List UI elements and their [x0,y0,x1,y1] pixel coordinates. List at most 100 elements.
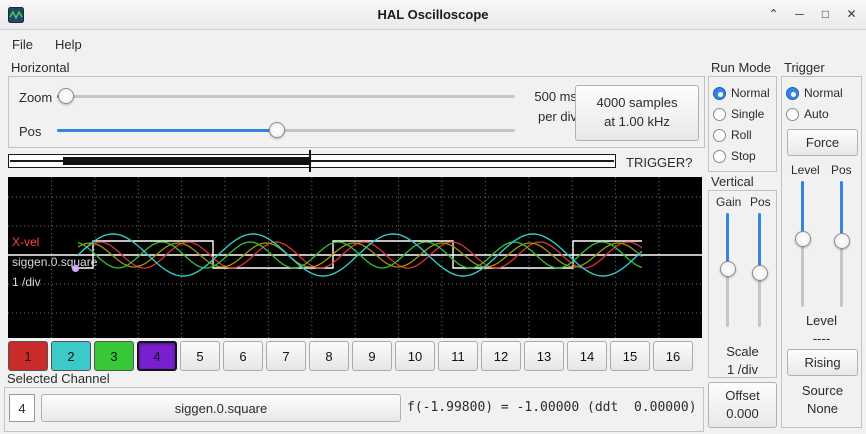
trigger-pos-label: Pos [831,163,852,177]
selected-channel-group: Selected Channel 4 siggen.0.square f(-1.… [4,371,704,432]
trigger-pos-slider-handle[interactable] [834,233,850,250]
trigger-pos-slider[interactable] [833,181,851,307]
samples-line2: at 1.00 kHz [604,114,670,129]
scope-selected-label: siggen.0.square [12,255,98,269]
scale-label: Scale [726,344,759,359]
trigger-level-caption: Level [805,313,838,328]
pos-slider[interactable] [57,121,515,139]
trigger-level-slider-fill [801,181,804,239]
maximize-button[interactable]: □ [821,7,830,21]
radio-icon [713,107,726,121]
zoom-slider[interactable] [57,87,515,105]
vertical-group: Vertical Gain Pos Scale 1 /div [708,174,777,378]
channel-button-5[interactable]: 5 [180,341,220,371]
trigger-edge-button[interactable]: Rising [787,349,858,376]
run-mode-option-stop[interactable]: Stop [713,146,756,166]
shade-button[interactable]: ⌃ [768,7,779,21]
menu-file[interactable]: File [12,36,33,52]
trigger-option-auto[interactable]: Auto [786,104,829,124]
channel-button-2[interactable]: 2 [51,341,91,371]
scope-scale-label: 1 /div [12,275,41,289]
radio-icon [786,107,799,121]
trigger-group: Trigger Normal Auto Force Level Pos Leve… [781,60,862,428]
channel-button-15[interactable]: 15 [610,341,650,371]
run-mode-option-label: Roll [731,128,752,142]
trigger-level-label: Level [791,163,820,177]
pos-slider-fill [57,129,277,132]
record-fill [63,157,311,165]
force-button[interactable]: Force [787,129,858,156]
channel-button-10[interactable]: 10 [395,341,435,371]
samples-button[interactable]: 4000 samples at 1.00 kHz [575,85,699,141]
channel-button-1[interactable]: 1 [8,341,48,371]
channel-button-3[interactable]: 3 [94,341,134,371]
channel-button-7[interactable]: 7 [266,341,306,371]
channel-button-4[interactable]: 4 [137,341,177,371]
radio-icon [713,86,726,100]
horizontal-group: Horizontal Zoom Pos 500 ms per div 4000 … [8,60,705,148]
scope-display[interactable]: X-vel siggen.0.square 1 /div [8,177,702,338]
run-mode-option-normal[interactable]: Normal [713,83,770,103]
trigger-level-slider[interactable] [794,181,812,307]
selected-channel-name-button[interactable]: siggen.0.square [41,394,401,422]
gain-slider[interactable] [719,213,737,327]
radio-icon [713,128,726,142]
vertical-pos-slider[interactable] [751,213,769,327]
minimize-button[interactable]: ─ [795,7,804,21]
zoom-slider-handle[interactable] [58,88,75,104]
trigger-option-normal[interactable]: Normal [786,83,843,103]
channel-button-12[interactable]: 12 [481,341,521,371]
channel-button-16[interactable]: 16 [653,341,693,371]
radio-icon [786,86,799,100]
run-mode-option-roll[interactable]: Roll [713,125,752,145]
run-mode-group: Run Mode Normal Single Roll Stop [708,60,777,172]
trigger-source-value: None [806,401,839,416]
trigger-edge-label: Rising [804,355,841,370]
samples-line1: 4000 samples [596,95,678,111]
record-line [10,160,614,162]
run-mode-option-single[interactable]: Single [713,104,764,124]
offset-button[interactable]: Offset 0.000 [708,382,777,428]
pos-slider-trough [57,129,515,132]
trigger-option-label: Normal [804,86,843,100]
run-mode-option-label: Single [731,107,765,121]
menubar: File Help [0,31,866,57]
app-icon [8,7,24,23]
channel-button-14[interactable]: 14 [567,341,607,371]
window-controls: ⌃ ─ □ ✕ [767,7,858,21]
channel-button-11[interactable]: 11 [438,341,478,371]
channel-button-9[interactable]: 9 [352,341,392,371]
radio-icon [713,149,726,163]
channel-button-6[interactable]: 6 [223,341,263,371]
pos-label: Pos [19,124,42,139]
selected-channel-number: 4 [9,394,35,422]
trigger-question-label: TRIGGER? [626,155,693,170]
pos-slider-handle[interactable] [268,122,285,138]
trigger-level-slider-handle[interactable] [795,230,811,247]
trigger-source-label: Source [801,382,844,398]
trigger-pos-slider-fill [840,181,843,242]
titlebar: HAL Oscilloscope ⌃ ─ □ ✕ [0,0,866,30]
zoom-label: Zoom [19,90,53,105]
per-div-value: 500 ms [534,89,577,104]
channel-button-8[interactable]: 8 [309,341,349,371]
trigger-source-button[interactable]: Source None [787,377,858,423]
gain-slider-fill [726,213,729,269]
zoom-slider-trough [57,95,515,98]
channel-readout: f(-1.99800) = -1.00000 (ddt 0.00000) [407,400,697,415]
per-div-caption: per div [537,109,577,124]
gain-slider-handle[interactable] [720,260,736,277]
menu-help[interactable]: Help [54,36,82,52]
waveform-svg [8,177,702,338]
trigger-level-value: ---- [812,331,831,346]
run-mode-group-label: Run Mode [711,60,771,75]
horizontal-group-label: Horizontal [11,60,70,75]
run-mode-option-label: Normal [731,86,770,100]
selected-channel-group-label: Selected Channel [7,371,110,386]
offset-value: 0.000 [726,406,759,421]
vertical-pos-slider-handle[interactable] [752,265,768,282]
close-button[interactable]: ✕ [846,7,857,21]
vertical-group-label: Vertical [711,174,754,189]
channel-button-13[interactable]: 13 [524,341,564,371]
scope-channel-label: X-vel [12,235,40,249]
